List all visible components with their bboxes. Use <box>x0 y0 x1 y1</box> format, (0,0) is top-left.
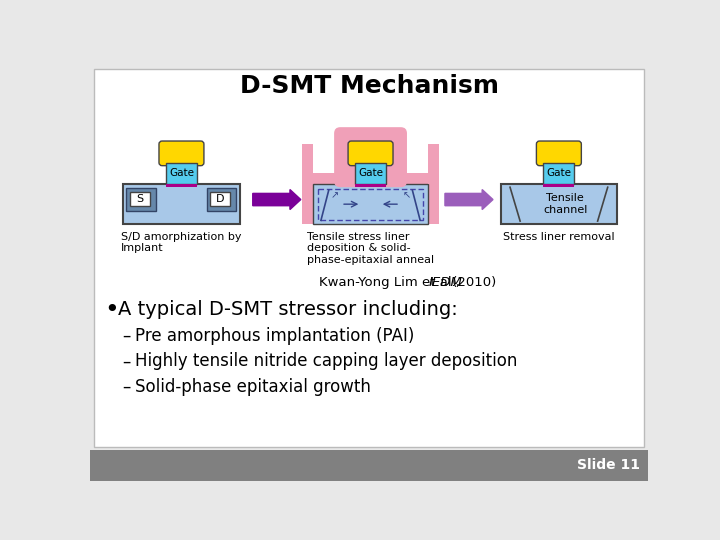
Bar <box>428 144 438 184</box>
Text: D-SMT Mechanism: D-SMT Mechanism <box>240 75 498 98</box>
Text: –: – <box>122 377 131 396</box>
Text: Gate: Gate <box>546 168 572 178</box>
Bar <box>355 163 386 184</box>
Text: Pre amorphous implantation (PAI): Pre amorphous implantation (PAI) <box>135 327 414 345</box>
Text: Slide 11: Slide 11 <box>577 458 640 472</box>
Bar <box>123 184 240 224</box>
FancyBboxPatch shape <box>159 141 204 166</box>
Bar <box>318 189 423 220</box>
Text: Highly tensile nitride capping layer deposition: Highly tensile nitride capping layer dep… <box>135 352 518 370</box>
Text: –: – <box>122 352 131 370</box>
Text: (2010): (2010) <box>448 276 496 289</box>
Text: •: • <box>104 298 119 322</box>
Text: –: – <box>122 327 131 345</box>
Text: S/D amorphization by
Implant: S/D amorphization by Implant <box>121 232 242 253</box>
Text: IEDM: IEDM <box>428 276 462 289</box>
FancyBboxPatch shape <box>348 141 393 166</box>
Bar <box>127 188 156 211</box>
FancyArrow shape <box>253 190 301 210</box>
Bar <box>207 188 236 211</box>
Bar <box>313 184 428 224</box>
Text: Stress liner removal: Stress liner removal <box>503 232 615 242</box>
Text: Gate: Gate <box>358 168 383 178</box>
Bar <box>544 163 575 184</box>
Text: Gate: Gate <box>169 168 194 178</box>
Bar <box>90 450 648 481</box>
FancyBboxPatch shape <box>334 127 407 187</box>
Bar <box>302 144 313 184</box>
Text: D: D <box>216 194 225 204</box>
Text: Kwan-Yong Lim et al.,: Kwan-Yong Lim et al., <box>319 276 464 289</box>
Bar <box>355 184 386 187</box>
Text: A typical D-SMT stressor including:: A typical D-SMT stressor including: <box>118 300 458 319</box>
FancyArrow shape <box>445 190 493 210</box>
Bar <box>500 184 617 224</box>
Text: ↖: ↖ <box>402 190 410 200</box>
Bar <box>130 192 150 206</box>
Bar <box>166 163 197 184</box>
Bar <box>544 184 575 187</box>
Text: ↗: ↗ <box>330 190 339 200</box>
Text: S: S <box>136 194 143 204</box>
FancyBboxPatch shape <box>536 141 581 166</box>
Text: Tensile
channel: Tensile channel <box>543 193 588 215</box>
Bar <box>302 173 438 224</box>
Text: Solid-phase epitaxial growth: Solid-phase epitaxial growth <box>135 377 371 396</box>
Bar <box>166 184 197 187</box>
Text: Tensile stress liner
deposition & solid-
phase-epitaxial anneal: Tensile stress liner deposition & solid-… <box>307 232 434 265</box>
Bar <box>210 192 230 206</box>
